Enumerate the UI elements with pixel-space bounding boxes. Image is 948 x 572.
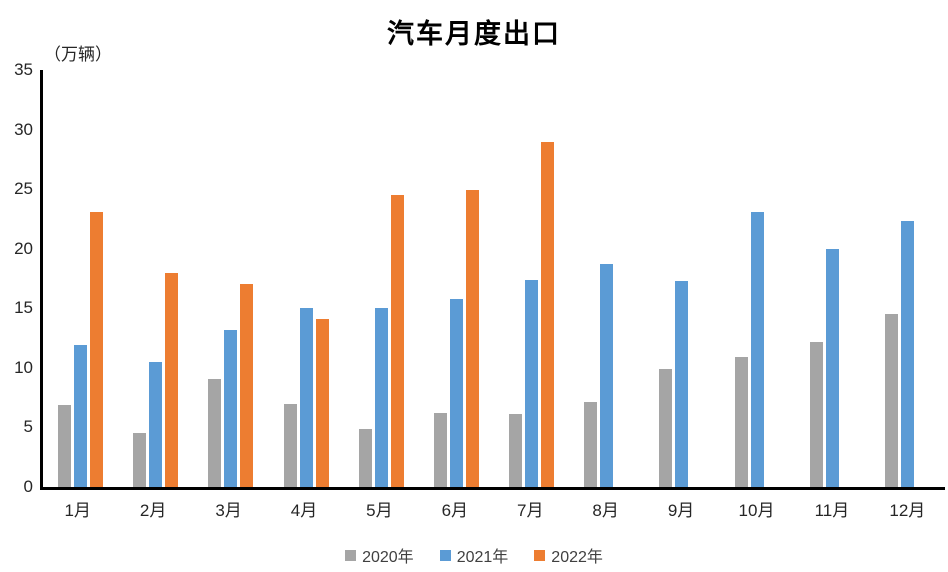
bar-2021年-12月 [900,221,914,487]
x-tick-label-5月: 5月 [366,501,393,520]
bar-2022年-4月 [315,319,329,487]
x-tick-label-4月: 4月 [290,501,318,520]
bar-2021年-11月 [825,248,839,487]
bar-2021年-3月 [224,329,238,487]
bar-2021年-2月 [149,361,163,487]
y-axis-tick-labels: 0 5 10 15 20 25 30 35 [0,61,33,496]
legend-item-2021: 2021年 [439,543,509,567]
legend: 2020年 2021年 2022年 [0,543,948,567]
y-tick-label-0: 0 [23,477,33,496]
x-tick-label-2月: 2月 [139,501,167,520]
y-tick-label-30: 30 [14,119,33,139]
x-axis-tick-labels: 1月 2月 3月 4月 5月 6月 7月 8月 9月 10月 11月 12月 [40,496,945,521]
bar-2021年-9月 [675,280,689,487]
x-tick-label-9月: 9月 [667,501,695,520]
legend-item-2020: 2020年 [345,543,414,567]
month-group-9月 [644,70,719,487]
bar-2020年-8月 [584,402,598,487]
x-tick-label-11月: 11月 [814,501,850,520]
bar-2021年-10月 [750,211,764,487]
month-group-4月 [269,70,344,487]
bar-2022年-6月 [465,190,479,487]
bar-2020年-5月 [358,428,372,487]
bar-2022年-5月 [390,195,404,487]
legend-label-2021: 2021年 [456,549,509,566]
legend-label-2020: 2020年 [362,549,414,566]
month-group-6月 [419,70,494,487]
y-tick-label-20: 20 [14,238,33,258]
month-group-7月 [494,70,569,487]
x-tick-label-7月: 7月 [517,501,544,520]
month-group-2月 [118,70,193,487]
y-tick-label-15: 15 [14,298,33,318]
bar-2021年-4月 [299,308,313,487]
month-group-5月 [344,70,419,487]
bar-2022年-7月 [541,141,555,487]
bar-2021年-5月 [374,308,388,487]
month-group-1月 [43,70,118,487]
x-tick-label-1月: 1月 [64,501,91,520]
bar-2022年-3月 [240,284,254,487]
x-tick-label-3月: 3月 [215,501,242,520]
x-tick-label-10月: 10月 [738,501,775,520]
x-tick-label-8月: 8月 [592,501,619,520]
legend-label-2022: 2022年 [551,549,603,566]
bar-2021年-1月 [74,345,88,487]
legend-swatch-2021 [439,549,451,561]
plot-area [40,70,945,490]
bar-2020年-3月 [208,378,222,487]
legend-item-2022: 2022年 [534,543,603,567]
x-tick-label-12月: 12月 [889,501,926,520]
bar-2020年-10月 [734,357,748,487]
month-group-12月 [870,70,945,487]
y-tick-label-5: 5 [23,417,33,437]
bar-2021年-8月 [600,264,614,487]
bar-2020年-1月 [58,404,72,487]
bar-2022年-1月 [90,211,104,487]
legend-swatch-2022 [534,549,546,561]
bar-2020年-7月 [509,414,523,487]
bar-2020年-9月 [659,369,673,487]
x-tick-label-6月: 6月 [441,501,469,520]
y-tick-label-10: 10 [14,357,33,377]
y-tick-label-35: 35 [14,60,33,79]
bar-2020年-11月 [809,341,823,487]
month-group-3月 [193,70,268,487]
bar-2020年-6月 [433,413,447,487]
y-tick-label-25: 25 [14,179,33,199]
bar-2020年-4月 [283,403,297,487]
bar-2020年-2月 [133,433,147,487]
chart-title: 汽车月度出口 [387,19,561,50]
bar-2020年-12月 [884,314,898,487]
bar-2022年-2月 [165,272,179,487]
month-group-11月 [795,70,870,487]
bar-2021年-7月 [525,279,539,487]
month-group-8月 [569,70,644,487]
month-group-10月 [720,70,795,487]
bar-2021年-6月 [449,298,463,487]
y-axis-unit-label: （万辆） [44,45,112,64]
legend-swatch-2020 [345,549,357,561]
